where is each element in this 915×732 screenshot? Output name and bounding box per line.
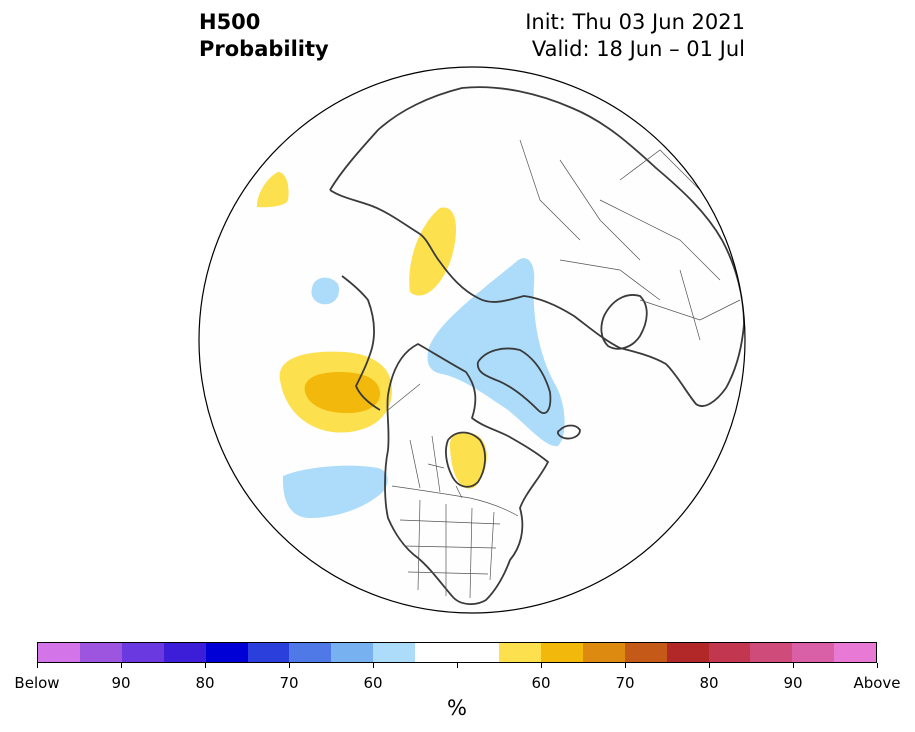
- colorbar-cell: [666, 643, 709, 662]
- date-info: Init: Thu 03 Jun 2021 Valid: 18 Jun – 01…: [525, 9, 745, 63]
- colorbar-cell: [708, 643, 751, 662]
- globe-outline: [198, 66, 746, 614]
- title-product: Probability: [199, 37, 329, 61]
- colorbar-cell: [415, 643, 458, 662]
- colorbar-tick-label: Below: [14, 674, 60, 692]
- borders-europe-asia: [519, 139, 741, 341]
- colorbar-tick-label: 60: [363, 674, 383, 692]
- colorbar-cell: [289, 643, 332, 662]
- colorbar-tick: [204, 663, 206, 668]
- colorbar-cell: [792, 643, 835, 662]
- colorbar: [37, 642, 877, 663]
- colorbar-cell: [38, 643, 80, 662]
- colorbar-tick: [624, 663, 626, 668]
- colorbar-tick: [876, 663, 878, 668]
- colorbar-tick: [36, 663, 38, 668]
- anomaly-below-pacific: [282, 465, 388, 518]
- coastline-north-america: [384, 343, 549, 605]
- colorbar-tick-label: 60: [531, 674, 551, 692]
- borders-canada-provinces: [409, 435, 463, 499]
- coastline-scandinavia: [600, 294, 648, 350]
- colorbar-cell: [498, 643, 541, 662]
- map-title: H500 Probability: [199, 9, 329, 63]
- colorbar-tick-label: 80: [195, 674, 215, 692]
- title-variable: H500: [199, 10, 261, 34]
- anomaly-above-alaska-core: [304, 372, 380, 414]
- colorbar-cell: [247, 643, 290, 662]
- colorbar-tick-label: 70: [279, 674, 299, 692]
- colorbar-tick: [540, 663, 542, 668]
- border-canada-us: [391, 485, 519, 517]
- colorbar-tick-label: Above: [853, 674, 901, 692]
- polar-map: [198, 66, 746, 614]
- colorbar-cell: [540, 643, 583, 662]
- colorbar-unit: %: [447, 696, 467, 720]
- colorbar-cell: [331, 643, 374, 662]
- colorbar-tick: [288, 663, 290, 668]
- coastline-eurasia: [329, 86, 745, 407]
- colorbar-tick-label: 90: [783, 674, 803, 692]
- colorbar-tick-label: 70: [615, 674, 635, 692]
- colorbar-cell: [373, 643, 416, 662]
- political-borders: [387, 139, 741, 599]
- init-date: Init: Thu 03 Jun 2021: [525, 10, 745, 34]
- colorbar-tick: [456, 663, 458, 668]
- colorbar-tick: [120, 663, 122, 668]
- colorbar-cell: [750, 643, 793, 662]
- colorbar-cell: [624, 643, 667, 662]
- coastline-iceland: [557, 424, 581, 440]
- colorbar-cell: [457, 643, 499, 662]
- colorbar-tick: [372, 663, 374, 668]
- colorbar-cell: [834, 643, 877, 662]
- anomaly-below-greenland: [427, 258, 565, 447]
- colorbar-cell: [582, 643, 625, 662]
- colorbar-cell: [163, 643, 206, 662]
- coastline-alaska: [341, 275, 381, 411]
- border-alaska-canada: [387, 383, 421, 411]
- colorbar-tick-label: 90: [111, 674, 131, 692]
- coastline-hudson-bay: [445, 431, 486, 488]
- coastline-greenland: [476, 347, 552, 414]
- colorbar-tick: [708, 663, 710, 668]
- colorbar-tick: [792, 663, 794, 668]
- valid-period: Valid: 18 Jun – 01 Jul: [531, 37, 745, 61]
- colorbar-tick-label: 80: [699, 674, 719, 692]
- borders-us-states: [399, 499, 501, 599]
- coastlines: [329, 86, 745, 605]
- anomaly-layer: [256, 172, 565, 518]
- anomaly-above-siberia: [256, 172, 289, 208]
- anomaly-below-west-pacific: [311, 277, 340, 305]
- anomaly-above-hudson-bay: [449, 432, 487, 489]
- colorbar-cell: [205, 643, 248, 662]
- colorbar-cell: [121, 643, 164, 662]
- colorbar-cell: [79, 643, 122, 662]
